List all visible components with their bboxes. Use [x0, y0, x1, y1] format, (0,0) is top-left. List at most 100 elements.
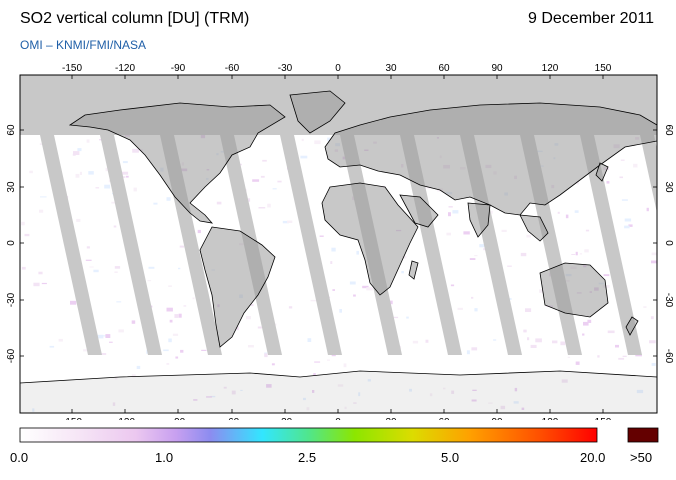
- noise-speck: [332, 289, 335, 291]
- noise-speck: [607, 330, 615, 334]
- noise-speck: [125, 175, 129, 178]
- noise-speck: [49, 345, 55, 348]
- noise-speck: [401, 271, 404, 274]
- noise-speck: [201, 349, 207, 351]
- noise-speck: [266, 384, 272, 388]
- noise-speck: [116, 301, 122, 303]
- noise-speck: [271, 363, 275, 366]
- noise-speck: [514, 387, 518, 392]
- noise-speck: [651, 260, 657, 264]
- lat-label-left: -30: [6, 292, 17, 307]
- map-date: 9 December 2011: [528, 10, 654, 27]
- map-frame: [19, 74, 658, 414]
- noise-speck: [366, 287, 373, 291]
- noise-speck: [622, 355, 627, 357]
- lon-label-top: -30: [278, 63, 293, 74]
- noise-speck: [39, 209, 44, 213]
- noise-speck: [216, 201, 222, 205]
- noise-speck: [582, 333, 585, 336]
- noise-speck: [257, 326, 262, 329]
- orbit-gap-swath: [400, 135, 462, 355]
- noise-speck: [104, 184, 111, 189]
- noise-speck: [624, 225, 630, 229]
- lon-label-bottom: 0: [335, 417, 341, 420]
- noise-speck: [210, 395, 216, 398]
- lon-label-bottom: 120: [542, 417, 559, 420]
- colorbar-label: 2.5: [298, 450, 316, 465]
- noise-speck: [260, 175, 265, 178]
- noise-speck: [114, 376, 118, 380]
- noise-speck: [122, 161, 128, 164]
- lon-labels-top: -150 -120 -90 -60 -30 0 30 60 90 120 150: [62, 63, 612, 74]
- noise-speck: [21, 221, 25, 226]
- noise-speck: [425, 339, 429, 343]
- noise-speck: [618, 357, 625, 360]
- lat-label-right: 0: [663, 240, 674, 246]
- noise-speck: [331, 247, 336, 252]
- lon-label-top: 120: [542, 63, 559, 74]
- colorbar-label: 0.0: [10, 450, 28, 465]
- noise-speck: [471, 347, 478, 351]
- north-america: [68, 102, 286, 224]
- noise-speck: [633, 163, 638, 168]
- noise-speck: [330, 261, 333, 264]
- noise-speck: [231, 390, 236, 395]
- noise-speck: [526, 234, 531, 238]
- lon-label-top: -90: [171, 63, 186, 74]
- noise-speck: [620, 159, 625, 161]
- australia: [539, 262, 609, 318]
- colorbar-overflow-swatch: [627, 427, 659, 443]
- noise-speck: [246, 316, 251, 320]
- lat-labels-left: 60 30 0 -30 -60: [6, 124, 17, 363]
- lon-label-top: 90: [491, 63, 503, 74]
- noise-speck: [175, 356, 179, 359]
- noise-speck: [101, 335, 108, 337]
- noise-speck: [466, 350, 470, 355]
- noise-speck: [651, 252, 657, 256]
- noise-speck: [86, 139, 90, 143]
- noise-speck: [193, 399, 198, 401]
- noise-speck: [469, 258, 476, 260]
- noise-speck: [339, 309, 342, 313]
- noise-speck: [312, 390, 315, 393]
- noise-speck: [262, 159, 267, 162]
- noise-speck: [565, 214, 569, 219]
- graticule-ticks: [20, 75, 657, 413]
- noise-speck: [353, 294, 356, 297]
- noise-speck: [109, 341, 113, 343]
- noise-speck: [252, 179, 260, 182]
- so2-world-map: -150 -120 -90 -60 -30 0 30 60 90 120 150…: [6, 63, 674, 420]
- noise-speck: [474, 255, 478, 257]
- noise-speck: [287, 220, 293, 223]
- india: [467, 202, 491, 238]
- greenland: [289, 90, 346, 134]
- lon-label-bottom: 30: [385, 417, 397, 420]
- noise-speck: [76, 218, 81, 222]
- noise-speck: [507, 265, 512, 267]
- noise-speck: [168, 338, 172, 343]
- noise-speck: [303, 397, 306, 401]
- noise-speck: [474, 308, 478, 312]
- noise-speck: [579, 253, 583, 255]
- noise-speck: [272, 188, 277, 190]
- noise-speck: [488, 402, 493, 404]
- noise-speck: [560, 341, 566, 346]
- noise-speck: [41, 282, 47, 285]
- noise-speck: [452, 210, 459, 214]
- noise-speck: [327, 137, 330, 142]
- noise-speck: [32, 408, 35, 412]
- noise-speck: [169, 319, 173, 323]
- noise-speck: [29, 170, 33, 174]
- noise-speck: [88, 171, 94, 175]
- lon-label-top: 60: [438, 63, 450, 74]
- noise-speck: [75, 173, 80, 178]
- noise-speck: [73, 151, 80, 155]
- noise-speck: [448, 212, 451, 217]
- noise-speck: [166, 197, 171, 201]
- southeast-asia: [519, 214, 549, 242]
- noise-speck: [463, 231, 470, 235]
- colorbar-label: 1.0: [155, 450, 173, 465]
- lon-label-bottom: 150: [595, 417, 612, 420]
- noise-speck: [111, 201, 116, 204]
- noise-speck: [535, 338, 542, 343]
